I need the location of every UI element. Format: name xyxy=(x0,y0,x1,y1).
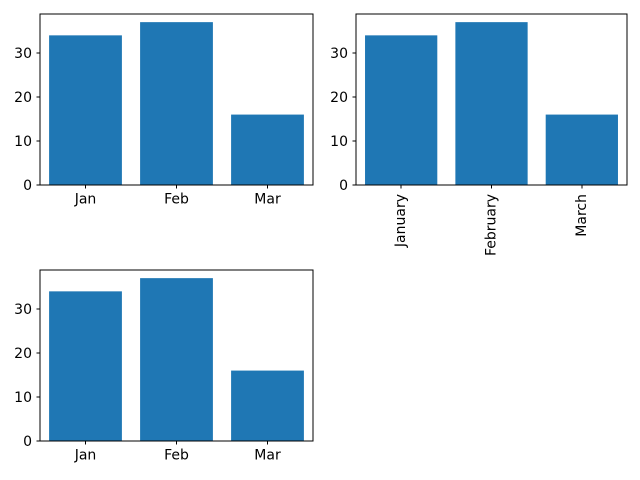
x-tick-label: March xyxy=(574,194,590,237)
bar-february xyxy=(455,22,528,185)
y-tick-label: 10 xyxy=(330,134,348,150)
y-tick-label: 10 xyxy=(14,134,32,150)
bar-mar xyxy=(231,114,304,185)
subplot-top-left: 0 10 20 30 Jan Feb Mar xyxy=(14,13,314,208)
bar-march xyxy=(545,114,618,185)
x-tick-label: Jan xyxy=(74,448,97,464)
y-tick-label: 10 xyxy=(14,390,32,406)
y-tick-label: 30 xyxy=(14,302,32,318)
y-tick-label: 20 xyxy=(14,90,32,106)
bar-feb xyxy=(140,278,213,441)
x-tick-label: Jan xyxy=(74,192,97,208)
x-tick-label: Feb xyxy=(164,448,189,464)
x-tick-label: February xyxy=(484,194,500,256)
x-tick-label: January xyxy=(393,194,409,248)
subplot-top-right: 0 10 20 30 January February March xyxy=(330,13,628,256)
bar-jan xyxy=(49,291,122,441)
subplot-bottom-left: 0 10 20 30 Jan Feb Mar xyxy=(14,269,314,464)
bar-feb xyxy=(140,22,213,185)
y-tick-label: 0 xyxy=(23,434,32,450)
y-tick-label: 20 xyxy=(330,90,348,106)
y-tick-label: 30 xyxy=(14,46,32,62)
bar-jan xyxy=(49,35,122,185)
y-tick-label: 0 xyxy=(23,178,32,194)
x-tick-label: Feb xyxy=(164,192,189,208)
x-tick-label: Mar xyxy=(254,192,281,208)
y-tick-label: 0 xyxy=(339,178,348,194)
y-tick-label: 30 xyxy=(330,46,348,62)
x-tick-label: Mar xyxy=(254,448,281,464)
bar-january xyxy=(365,35,438,185)
y-tick-label: 20 xyxy=(14,346,32,362)
bar-mar xyxy=(231,370,304,441)
